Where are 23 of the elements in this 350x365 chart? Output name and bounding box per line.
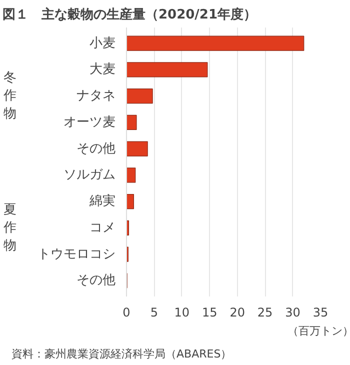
x-tick-label: 0: [122, 306, 130, 320]
x-axis-title: （百万トン）: [288, 324, 350, 338]
x-tick-label: 5: [150, 306, 158, 320]
y-tick-label: コメ: [90, 220, 116, 236]
y-tick-label: オーツ麦: [64, 114, 116, 130]
y-tick-label: トウモロコシ: [38, 246, 116, 262]
y-tick-label: ソルガム: [64, 168, 116, 183]
x-tick-label: 10: [174, 306, 190, 320]
y-tick-label: 小麦: [90, 36, 116, 51]
text: 冬作物: [2, 70, 16, 122]
x-tick-label: 25: [257, 306, 273, 320]
x-tick-label: 20: [230, 306, 246, 320]
y-tick-label: 大麦: [90, 62, 116, 78]
x-tick-label: 15: [202, 306, 218, 320]
text: 資料：豪州農業資源経済科学局（ABARES）: [12, 348, 232, 360]
text: 夏作物: [2, 202, 16, 254]
y-tick-label: その他: [76, 273, 116, 288]
chart-title: 図１ 主な穀物の生産量（2020/21年度）: [2, 6, 257, 22]
y-tick-label: ナタネ: [76, 88, 116, 104]
y-tick-label: その他: [76, 141, 116, 156]
x-tick-label: 35: [312, 306, 328, 320]
y-tick-label: 綿実: [88, 193, 116, 210]
x-tick-label: 30: [285, 306, 300, 320]
